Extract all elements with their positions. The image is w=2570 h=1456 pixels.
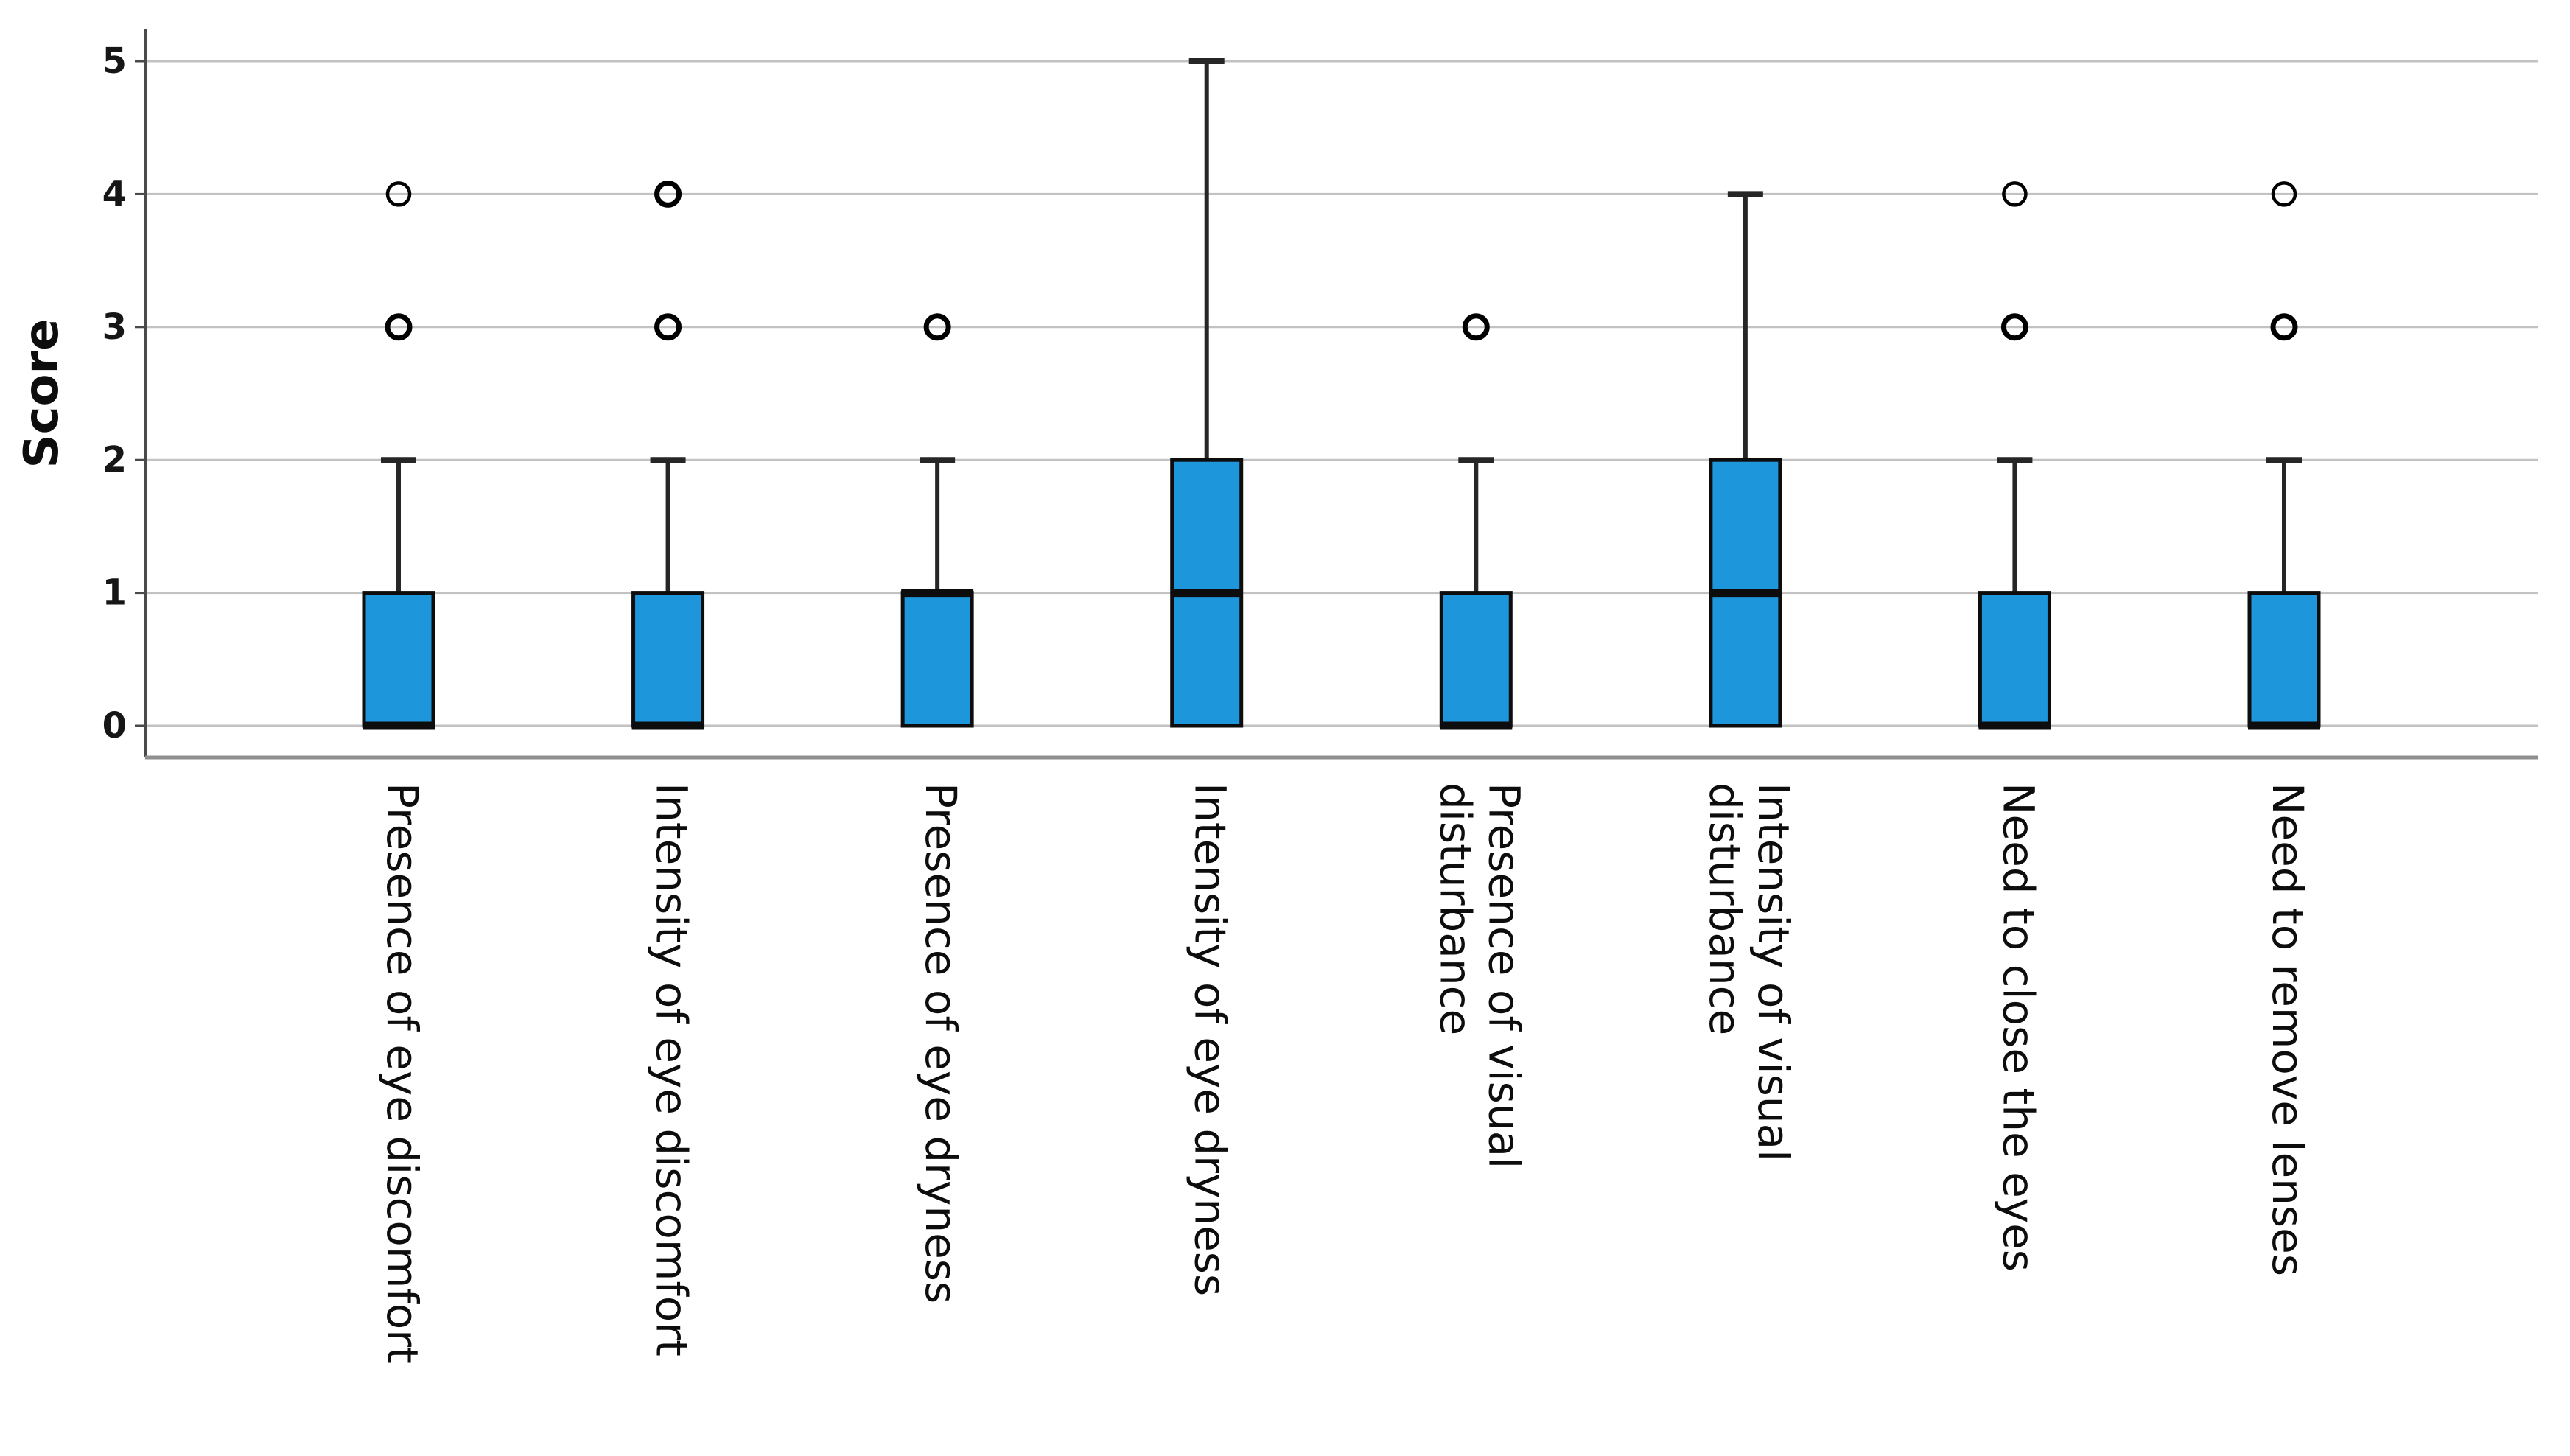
box-group [1439, 313, 1513, 730]
y-axis-title: Score [15, 319, 69, 469]
gridlines-layer [145, 60, 2538, 727]
box-rect [1439, 591, 1513, 728]
outlier-circle [2271, 181, 2297, 207]
outlier-circle [654, 180, 682, 208]
x-category-label-line: Need to remove lenses [2263, 783, 2313, 1276]
y-tick-label: 1 [102, 573, 127, 614]
box-group [2247, 181, 2321, 730]
box-rect [631, 591, 705, 728]
box-group [362, 181, 435, 730]
box-rect [362, 591, 435, 728]
x-category-label-line: Intensity of visual [1748, 783, 1799, 1161]
box-group [900, 313, 974, 728]
y-tick-label: 4 [102, 173, 127, 214]
outlier-circle [2000, 313, 2028, 341]
box-group [1978, 181, 2051, 730]
box-rect [900, 591, 974, 728]
x-category-label-line: Need to close the eyes [1993, 783, 2043, 1272]
box-group [631, 180, 705, 730]
boxes-layer [362, 58, 2321, 730]
x-category-label-line: Presence of eye dryness [916, 783, 966, 1303]
outlier-circle [923, 313, 951, 341]
x-category-label: Intensity of eye discomfort [647, 783, 697, 1357]
outlier-circle [385, 313, 413, 341]
x-category-label-line: disturbance [1430, 783, 1480, 1035]
outlier-circle [385, 181, 412, 207]
outlier-circle [2002, 181, 2028, 207]
x-category-label-line: disturbance [1700, 783, 1750, 1035]
x-category-label: Presence of eye discomfort [377, 783, 427, 1364]
x-category-label: Intensity of eye dryness [1186, 783, 1236, 1296]
y-tick-label: 0 [102, 705, 127, 746]
y-tick-label: 3 [102, 307, 127, 348]
x-category-label-line: Presence of eye discomfort [377, 783, 427, 1364]
x-category-label: Intensity of visualdisturbance [1700, 783, 1799, 1161]
outlier-circle [654, 313, 682, 341]
box-group [1709, 191, 1782, 728]
x-category-label: Presence of eye dryness [916, 783, 966, 1303]
x-category-label: Need to close the eyes [1993, 783, 2043, 1272]
x-category-label: Need to remove lenses [2263, 783, 2313, 1276]
box-rect [1978, 591, 2051, 728]
y-tick-label: 5 [102, 41, 127, 82]
x-category-label-line: Intensity of eye discomfort [647, 783, 697, 1357]
box-rect [2247, 591, 2321, 728]
x-category-label: Presence of visualdisturbance [1430, 783, 1529, 1169]
y-tick-label: 2 [102, 439, 127, 480]
labels-layer: 0 1 2 3 4 5 Score Presence of eye discomfort Int… [15, 41, 2313, 1364]
outlier-circle [1462, 313, 1490, 341]
x-category-label-line: Intensity of eye dryness [1186, 783, 1236, 1296]
x-category-label-line: Presence of visual [1479, 783, 1529, 1169]
outlier-circle [2270, 313, 2298, 341]
axes-layer [135, 29, 2538, 760]
box-group [1170, 58, 1244, 728]
